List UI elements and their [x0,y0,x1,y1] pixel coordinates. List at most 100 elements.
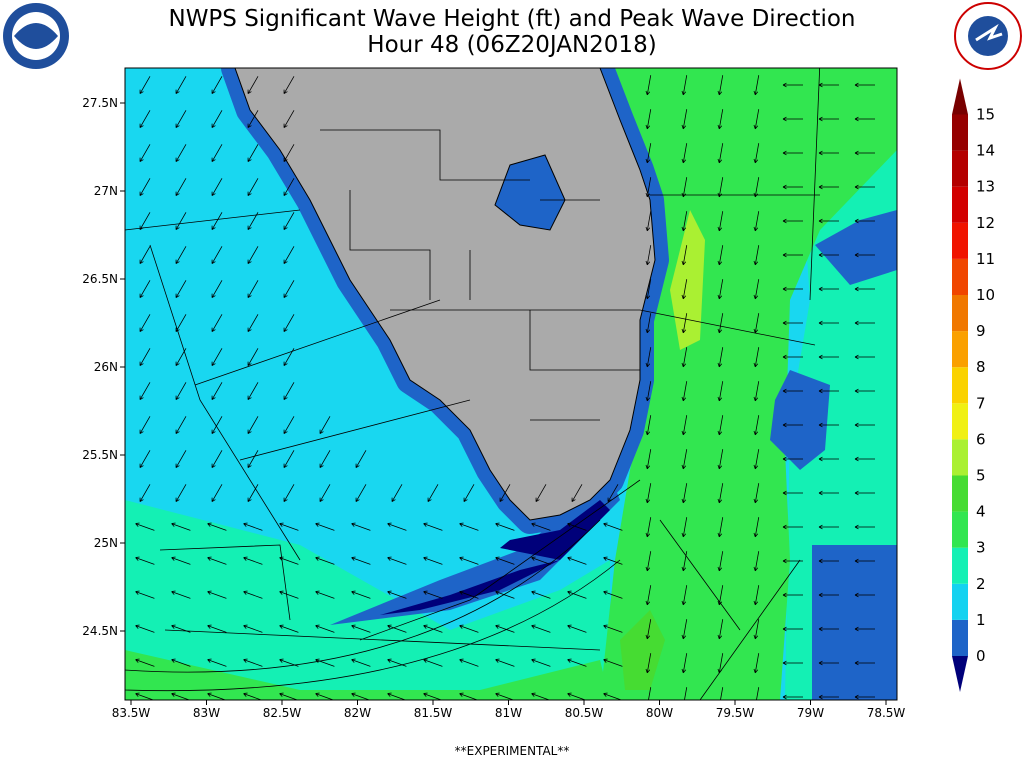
arrow [854,354,875,360]
arrow [495,624,515,633]
arrow [139,416,151,435]
arrow [175,450,187,469]
arrow [139,484,151,503]
arrow [753,517,760,538]
arrow [175,382,187,401]
arrow [211,484,223,503]
arrow [756,687,760,700]
arrow [854,524,875,530]
arrow [139,382,151,401]
arrow [818,422,839,428]
arrow [717,313,724,334]
arrow [753,143,760,164]
arrow [681,449,688,470]
colorbar-label: 13 [976,178,995,196]
arrow [139,110,151,129]
arrow [279,556,299,565]
arrow [171,692,191,700]
colorbar-bin [952,619,968,656]
arrow [681,653,688,674]
arrow [603,590,623,599]
arrow [818,456,839,462]
arrow [854,82,875,88]
lon-label: 78.5W [867,706,906,720]
colorbar-label: 5 [976,467,986,485]
arrow [243,590,263,599]
map-frame [124,67,898,701]
arrow [854,422,875,428]
arrow [351,624,371,633]
arrow [135,556,155,565]
arrow [139,280,151,299]
arrow [211,76,223,95]
arrow [315,556,335,565]
arrow [607,484,619,503]
arrow [387,590,407,599]
arrow [387,522,407,531]
arrow [531,624,551,633]
arrow [717,245,724,266]
colorbar-label: 7 [976,394,986,412]
arrow [645,653,652,674]
arrow [391,484,403,503]
arrow [645,415,652,436]
arrow [139,76,151,95]
colorbar-bin [952,367,968,404]
arrow [319,484,331,503]
arrow [171,590,191,599]
arrow [279,624,299,633]
arrow [603,624,623,633]
lon-label: 80.5W [565,706,604,720]
arrow [531,556,551,565]
arrow [247,450,259,469]
arrow [283,314,295,333]
arrow [645,211,652,232]
arrow [753,585,760,606]
arrow [207,692,227,700]
arrow [427,484,439,503]
arrow [645,143,652,164]
lat-label: 27N [94,184,118,198]
arrow [387,556,407,565]
arrow [818,252,839,258]
arrow [782,116,803,122]
arrow [782,694,803,700]
arrow [681,415,688,436]
arrow [854,660,875,666]
subtitle: Hour 48 (06Z20JAN2018) [367,32,656,58]
colorbar-label: 8 [976,358,986,376]
arrow [645,177,652,198]
arrow [681,109,688,130]
colorbar-bin [952,547,968,584]
arrow [818,558,839,564]
arrow [603,522,623,531]
arrow [571,484,583,503]
arrow [211,416,223,435]
lon-label: 83W [193,706,220,720]
arrow [243,658,263,667]
arrow [854,558,875,564]
arrow [139,348,151,367]
arrow [645,109,652,130]
colorbar-label: 2 [976,575,986,593]
arrow [355,450,367,469]
arrow [753,245,760,266]
arrow [247,348,259,367]
arrow [247,382,259,401]
colorbar-bin [952,114,968,151]
arrow [645,517,652,538]
arrow [175,144,187,163]
lon-label: 79W [797,706,824,720]
arrow [645,483,652,504]
arrow [135,692,155,700]
arrow [645,347,652,368]
arrow [854,320,875,326]
lon-label: 79.5W [716,706,755,720]
arrow [423,658,443,667]
arrow [782,388,803,394]
arrow [495,590,515,599]
arrow [854,150,875,156]
arrow [717,585,724,606]
arrow [351,692,371,700]
arrow [681,517,688,538]
